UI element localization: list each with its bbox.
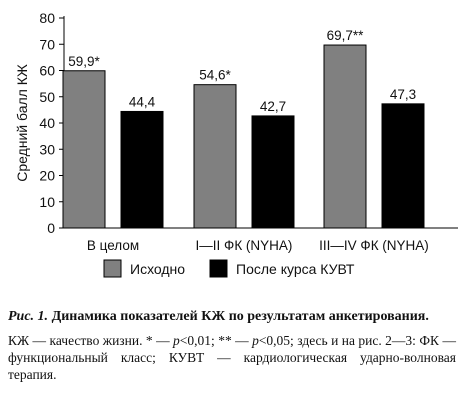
- data-label: 69,7**: [327, 28, 365, 43]
- caption-title-text: Динамика показателей КЖ по результатам а…: [51, 309, 429, 324]
- caption-figure-label: Рис. 1.: [8, 309, 49, 324]
- caption-note-part: <0,05; здесь и на рис. 2—3: ФК — функцио…: [8, 333, 456, 382]
- bar-chart: 0 10 20 30 40 50 60 70 80 Средний балл КЖ В целом I…: [14, 10, 458, 278]
- y-tick-label: 0: [47, 220, 55, 236]
- caption-note-p: p: [252, 333, 259, 348]
- caption-title: Рис. 1. Динамика показателей КЖ по резул…: [8, 308, 456, 326]
- x-tick-label: I—II ФК (NYHA): [196, 238, 293, 253]
- y-tick-label: 80: [39, 10, 55, 26]
- chart-bars: [62, 44, 425, 229]
- bar: [120, 110, 164, 229]
- data-label: 44,4: [129, 94, 156, 109]
- y-tick-label: 20: [39, 168, 55, 184]
- y-tick-label: 50: [39, 89, 55, 105]
- caption-note: КЖ — качество жизни. * — p<0,01; ** — p<…: [8, 332, 456, 383]
- caption-note-part: КЖ — качество жизни. * —: [8, 333, 174, 348]
- chart-data-labels: 59,9* 44,4 54,6* 42,7 69,7** 47,3: [68, 28, 416, 114]
- legend-label: После курса КУВТ: [236, 261, 355, 277]
- data-label: 59,9*: [68, 54, 100, 69]
- bar: [323, 44, 367, 229]
- caption-note-p: p: [173, 333, 180, 348]
- data-label: 42,7: [260, 99, 286, 114]
- legend-swatch: [103, 259, 122, 278]
- bar: [251, 115, 295, 229]
- chart-axes: 0 10 20 30 40 50 60 70 80 Средний балл КЖ В целом I…: [14, 10, 458, 253]
- legend-label: Исходно: [130, 261, 185, 277]
- y-tick-label: 10: [39, 194, 55, 210]
- x-tick-label: III—IV ФК (NYHA): [319, 238, 429, 253]
- bar: [381, 103, 425, 229]
- bar: [62, 70, 106, 229]
- data-label: 47,3: [390, 87, 416, 102]
- figure-caption: Рис. 1. Динамика показателей КЖ по резул…: [8, 308, 456, 383]
- y-axis-label: Средний балл КЖ: [14, 64, 30, 182]
- y-tick-label: 40: [39, 115, 55, 131]
- bar: [193, 84, 237, 229]
- x-tick-label: В целом: [87, 238, 139, 253]
- y-tick-label: 70: [39, 36, 55, 52]
- y-tick-label: 30: [39, 141, 55, 157]
- data-label: 54,6*: [199, 68, 231, 83]
- legend-swatch: [209, 259, 228, 278]
- chart-legend: Исходно После курса КУВТ: [103, 259, 355, 278]
- caption-note-part: <0,01; ** —: [179, 333, 253, 348]
- y-tick-label: 60: [39, 63, 55, 79]
